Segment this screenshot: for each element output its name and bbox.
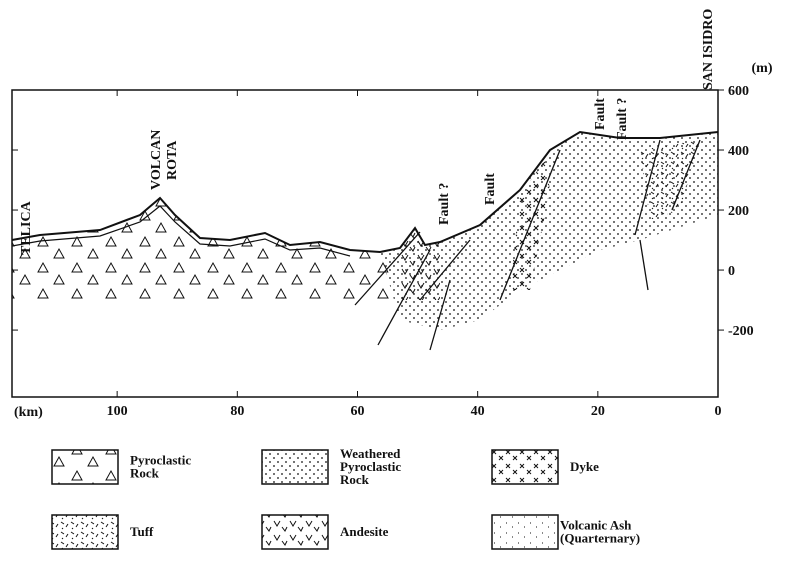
y-tick-label: 400 (728, 144, 749, 159)
legend-swatch (262, 450, 328, 484)
x-tick-label: 40 (471, 404, 485, 419)
y-unit: (m) (752, 61, 773, 76)
y-tick-label: 0 (728, 264, 735, 279)
legend-swatch (52, 450, 118, 484)
fault-label: Fault (483, 173, 498, 205)
legend-label: Rock (130, 466, 160, 481)
fault-label: Fault ? (437, 183, 452, 225)
legend-swatch (52, 515, 118, 549)
page: {"labels":{"left":"TELICA","volcano":["V… (0, 0, 786, 579)
legend-swatch (262, 515, 328, 549)
cross-section: TELICA VOLCAN ROTA SAN ISIDRO Fault ? Fa… (0, 0, 786, 574)
place-label: SAN ISIDRO (701, 9, 716, 90)
x-tick-label: 80 (230, 404, 244, 419)
legend-label: Andesite (340, 524, 389, 539)
x-unit: (km) (14, 405, 43, 420)
place-label: ROTA (165, 140, 180, 180)
legend-swatch (492, 515, 558, 549)
fault-label: Fault ? (615, 98, 630, 140)
y-tick-label: 200 (728, 204, 749, 219)
y-tick-label: 600 (728, 84, 749, 99)
legend-label: Tuff (130, 524, 154, 539)
x-tick-label: 20 (591, 404, 605, 419)
x-tick-label: 100 (107, 404, 128, 419)
legend-swatch (492, 450, 558, 484)
legend: PyroclasticRockWeatheredPyroclasticRockD… (52, 446, 640, 549)
x-tick-label: 60 (350, 404, 364, 419)
geology (12, 132, 718, 350)
legend-label: (Quarternary) (560, 531, 640, 546)
place-label: VOLCAN (149, 130, 164, 190)
y-tick-label: -200 (728, 324, 754, 339)
fault-label: Fault (593, 98, 608, 130)
x-tick-label: 0 (715, 404, 722, 419)
legend-label: Rock (340, 472, 370, 487)
legend-label: Dyke (570, 459, 599, 474)
place-label: TELICA (19, 200, 34, 255)
